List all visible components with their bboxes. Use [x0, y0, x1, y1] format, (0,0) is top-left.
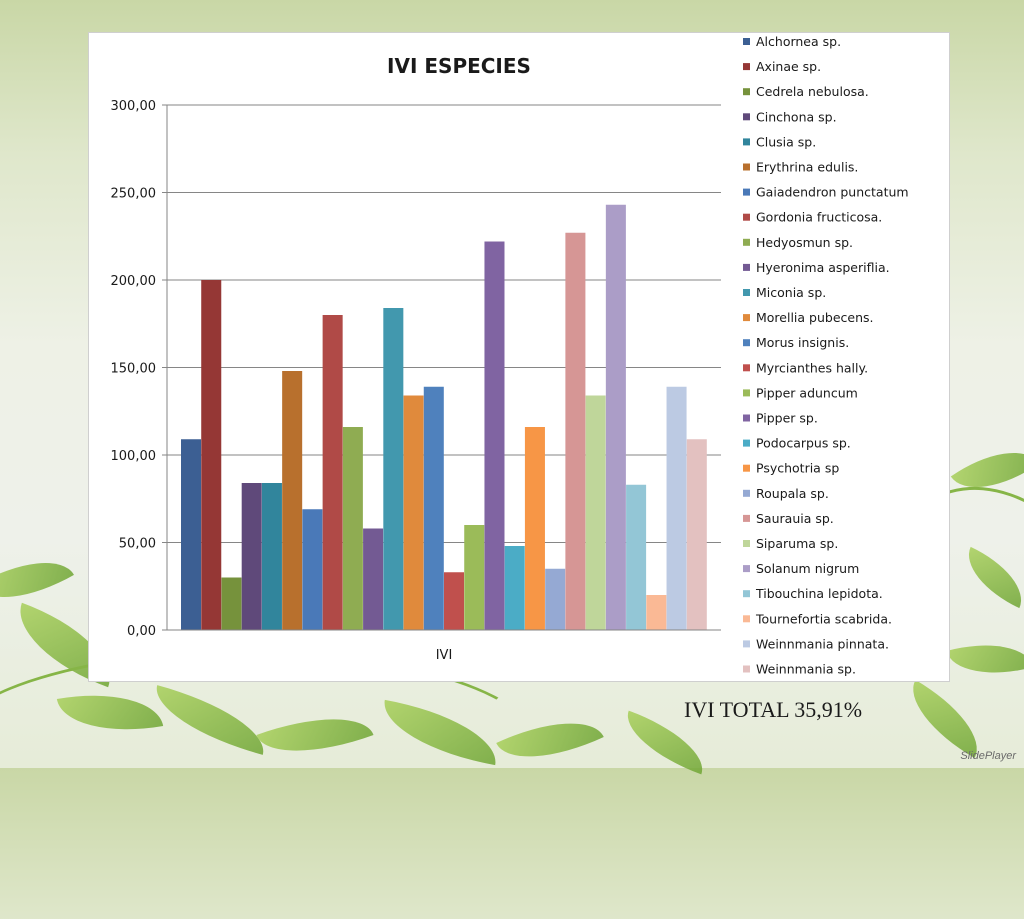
- y-tick-label: 150,00: [111, 362, 157, 377]
- legend-swatch: [743, 364, 750, 372]
- legend-label: Tournefortia scabrida.: [755, 611, 892, 626]
- legend-swatch: [743, 615, 750, 623]
- chart-title: IVI ESPECIES: [387, 54, 531, 78]
- legend-label: Pipper sp.: [756, 411, 818, 426]
- y-tick-label: 100,00: [111, 449, 157, 464]
- legend-swatch: [743, 263, 750, 271]
- legend-label: Roupala sp.: [756, 486, 829, 501]
- legend-swatch: [743, 464, 750, 472]
- legend-swatch: [743, 289, 750, 296]
- bar-myrcianthes-hally: [444, 572, 465, 630]
- bar-hyeronima-asperiflia: [363, 528, 384, 630]
- y-tick-label: 250,00: [111, 187, 157, 202]
- legend-swatch: [743, 163, 750, 171]
- bar-hedyosmun-sp: [342, 427, 363, 630]
- legend-swatch: [743, 238, 750, 246]
- legend-swatch: [743, 213, 750, 221]
- legend-swatch: [743, 439, 750, 447]
- legend-label: Morus insignis.: [756, 335, 849, 350]
- bar-cedrela-nebulosa: [221, 577, 242, 630]
- legend-label: Pipper aduncum: [756, 385, 858, 400]
- legend-swatch: [743, 640, 750, 648]
- bar-tibouchina-lepidota: [626, 484, 647, 630]
- legend-label: Miconia sp.: [756, 285, 826, 300]
- bar-weinnmania-sp: [686, 439, 707, 630]
- bar-gordonia-fructicosa: [322, 315, 343, 630]
- legend-label: Weinnmania sp.: [756, 662, 856, 677]
- bar-solanum-nigrum: [605, 204, 626, 630]
- chart-panel: IVI ESPECIES 0,00 50,00 100,00 150,00 200,00…: [88, 32, 950, 682]
- legend-swatch: [743, 314, 750, 322]
- legend-label: Hyeronima asperiflia.: [756, 260, 890, 275]
- y-tick-label: 0,00: [127, 624, 156, 639]
- legend-label: Clusia sp.: [756, 134, 816, 149]
- legend-label: Cedrela nebulosa.: [756, 84, 869, 99]
- y-tick-label: 300,00: [111, 99, 157, 114]
- y-tick-label: 200,00: [111, 274, 157, 289]
- legend-swatch: [743, 339, 750, 347]
- bar-gaiadendron-punctatum: [302, 509, 323, 630]
- legend-swatch: [743, 565, 750, 573]
- legend-label: Tibouchina lepidota.: [755, 586, 883, 601]
- bar-weinnmania-pinnata: [666, 386, 687, 630]
- legend-swatch: [743, 414, 750, 422]
- legend-swatch: [743, 63, 750, 71]
- y-tick-label: 50,00: [119, 537, 156, 552]
- legend-label: Siparuma sp.: [756, 536, 838, 551]
- legend-label: Saurauia sp.: [756, 511, 834, 526]
- legend-swatch: [743, 188, 750, 196]
- legend-swatch: [743, 389, 750, 397]
- footer-note: IVI TOTAL 35,91%: [684, 697, 863, 722]
- legend-label: Hedyosmun sp.: [756, 235, 853, 250]
- bar-roupala-sp: [545, 568, 566, 630]
- bar-pipper-aduncum: [464, 525, 485, 630]
- legend-swatch: [743, 514, 750, 522]
- bar-axinae-sp: [201, 280, 222, 630]
- legend-label: Erythrina edulis.: [756, 160, 858, 175]
- grid-lines: [167, 104, 721, 543]
- legend-label: Cinchona sp.: [756, 109, 837, 124]
- x-category-label: IVI: [436, 648, 453, 663]
- legend-swatch: [743, 38, 750, 45]
- legend: Alchornea sp. Axinae sp. Cedrela nebulosa.…: [743, 34, 909, 677]
- bar-series: [181, 204, 707, 630]
- bar-psychotria-sp: [524, 427, 545, 630]
- legend-swatch: [743, 88, 750, 96]
- legend-label: Axinae sp.: [756, 59, 821, 74]
- bar-miconia-sp: [383, 308, 404, 630]
- bar-saurauia-sp: [565, 232, 586, 630]
- legend-label: Alchornea sp.: [756, 34, 841, 49]
- bar-pipper-sp: [484, 241, 505, 630]
- watermark: SlidePlayer: [960, 750, 1016, 762]
- bar-morus-insignis: [423, 386, 444, 630]
- bar-erythrina-edulis: [282, 371, 303, 630]
- legend-label: Psychotria sp: [756, 461, 839, 476]
- legend-label: Podocarpus sp.: [756, 436, 851, 451]
- legend-swatch: [743, 540, 750, 547]
- bar-siparuma-sp: [585, 395, 606, 630]
- legend-label: Gaiadendron punctatum: [756, 185, 909, 200]
- legend-swatch: [743, 489, 750, 497]
- legend-label: Myrcianthes hally.: [756, 360, 868, 375]
- legend-label: Solanum nigrum: [756, 561, 859, 576]
- bar-chart: IVI ESPECIES 0,00 50,00 100,00 150,00 200,00…: [111, 34, 909, 677]
- legend-swatch: [743, 113, 750, 121]
- bar-cinchona-sp: [241, 483, 262, 630]
- bar-clusia-sp: [261, 483, 282, 630]
- legend-swatch: [743, 138, 750, 146]
- bar-alchornea-sp: [181, 439, 202, 630]
- bar-podocarpus-sp: [504, 546, 525, 630]
- axes: [166, 105, 721, 631]
- bar-morellia-pubecens: [403, 395, 424, 630]
- legend-label: Gordonia fructicosa.: [756, 210, 882, 225]
- legend-swatch: [743, 590, 750, 598]
- bar-tournefortia-scabrida: [646, 595, 667, 630]
- legend-label: Weinnmania pinnata.: [756, 636, 889, 651]
- y-axis-ticks: 0,00 50,00 100,00 150,00 200,00 250,00 300,00: [111, 99, 167, 639]
- legend-label: Morellia pubecens.: [756, 310, 874, 325]
- legend-swatch: [743, 665, 750, 673]
